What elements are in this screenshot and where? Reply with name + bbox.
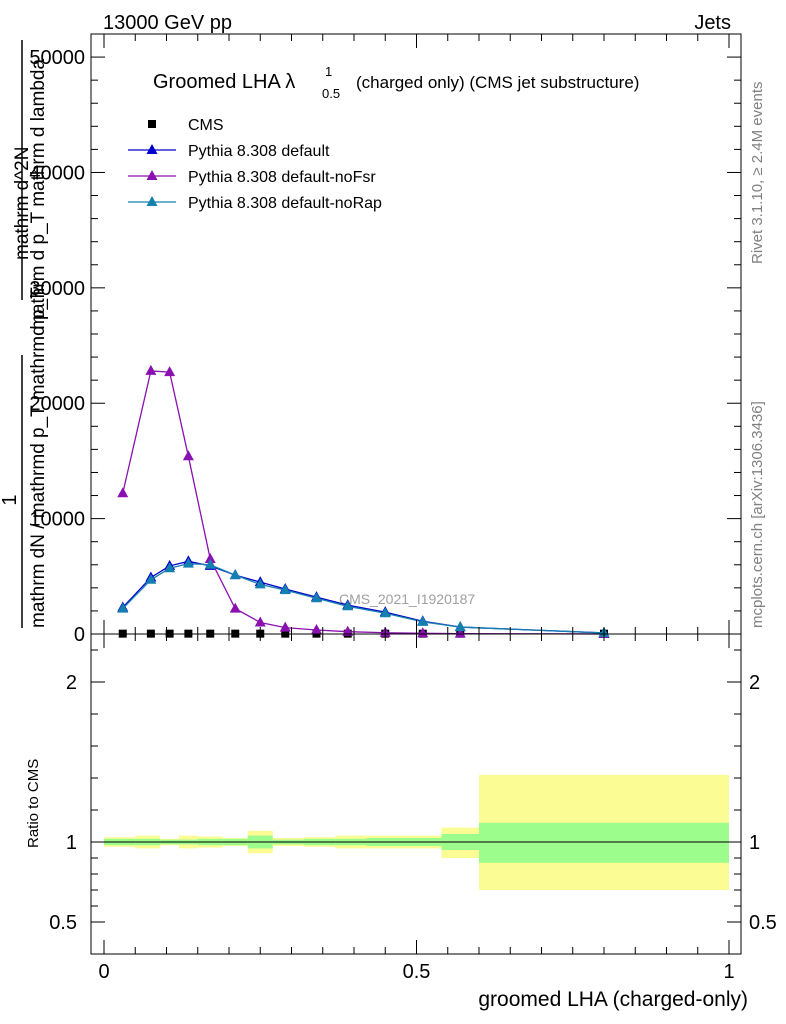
legend-label: Pythia 8.308 default-noFsr (188, 169, 376, 186)
data-point (311, 592, 322, 603)
legend-entry: Pythia 8.308 default-noRap (128, 195, 382, 212)
title-main: Groomed LHA (153, 71, 285, 93)
data-point (164, 562, 176, 573)
main-y-tick-labels: 0 10000 20000 30000 40000 50000 (29, 47, 85, 646)
data-point (342, 625, 354, 636)
data-point (254, 616, 266, 627)
title-subscript: 0.5 (322, 86, 340, 101)
data-point (311, 623, 322, 634)
data-point (454, 621, 466, 632)
header-left-label: 13000 GeV pp (103, 12, 232, 34)
ratio-y-axis-label: Ratio to CMS (25, 759, 42, 848)
x-tick-labels: 0 0.5 1 (98, 961, 734, 983)
legend-label: Pythia 8.308 default (188, 143, 330, 160)
legend-marker (148, 120, 156, 128)
series-line (122, 560, 605, 634)
x-ticks (103, 34, 730, 954)
main-ytick-label: 50000 (29, 47, 85, 69)
data-point (254, 578, 266, 589)
header-right-label: Jets (694, 12, 731, 34)
xtick-label: 0.5 (403, 961, 431, 983)
main-plot-title: Groomed LHA λ (153, 71, 295, 93)
data-point (182, 450, 194, 461)
data-point (279, 621, 291, 632)
data-point (454, 627, 466, 638)
x-axis-label: groomed LHA (charged-only) (478, 988, 748, 1011)
ylabel-denominator: mathrm dN / mathrmd p_T mathrmd p_T (28, 287, 49, 628)
legend-label: CMS (188, 117, 224, 134)
analysis-watermark: CMS_2021_I1920187 (339, 591, 475, 607)
legend: CMS Pythia 8.308 default Pythia 8.308 defa… (128, 117, 382, 212)
rivet-version-label: Rivet 3.1.10, ≥ 2.4M events (749, 82, 766, 265)
ylabel-denominator-2: mathrm d p_T mathrm d lambda (28, 59, 49, 330)
legend-entry: Pythia 8.308 default (128, 143, 330, 160)
data-point (204, 558, 216, 569)
ratio-ytick-label: 0.5 (49, 912, 77, 934)
main-ytick-label: 20000 (29, 393, 85, 415)
ratio-ytick-label: 2 (66, 672, 77, 694)
data-point (164, 366, 176, 377)
legend-marker (146, 196, 158, 206)
ylabel-numerator-one: 1 (0, 494, 21, 505)
xtick-label: 0 (98, 961, 109, 983)
data-point (342, 600, 354, 611)
ratio-uncertainty-bands (104, 774, 729, 890)
title-lambda: λ (285, 71, 295, 93)
ratio-ytick-label-right: 0.5 (749, 912, 777, 934)
data-point (417, 615, 429, 626)
mcplots-site-label: mcplots.cern.ch [arXiv:1306.3436] (749, 401, 766, 628)
xtick-label: 1 (723, 961, 734, 983)
ratio-ytick-label-right: 1 (749, 832, 760, 854)
data-point (229, 602, 241, 613)
data-point (229, 569, 241, 580)
title-rest: (charged only) (CMS jet substructure) (356, 73, 639, 92)
main-ytick-label: 0 (74, 624, 85, 646)
legend-marker (146, 170, 158, 180)
ratio-y-ticks (91, 649, 741, 923)
legend-entry: Pythia 8.308 default-noFsr (128, 169, 376, 186)
data-point (117, 602, 129, 613)
main-y-ticks (91, 33, 741, 635)
legend-entry: CMS (148, 117, 224, 134)
data-point (145, 573, 157, 584)
legend-marker (146, 144, 158, 154)
data-point (182, 557, 194, 568)
ratio-ytick-label: 1 (66, 832, 77, 854)
data-point (145, 364, 157, 375)
main-y-axis-label: 1 mathrm dN / mathrmd p_T mathrmd p_T ma… (0, 40, 49, 628)
title-superscript: 1 (325, 64, 332, 79)
data-point (417, 627, 429, 638)
ratio-band-inner (479, 822, 729, 863)
data-point (204, 553, 216, 563)
main-ytick-label: 30000 (29, 278, 85, 300)
ratio-y-tick-labels: 0.5 0.5 1 1 2 2 (49, 672, 777, 934)
data-point (117, 487, 129, 498)
data-point (279, 584, 291, 595)
ratio-ytick-label-right: 2 (749, 672, 760, 694)
legend-label: Pythia 8.308 default-noRap (188, 195, 382, 212)
data-point (379, 607, 391, 618)
main-ytick-label: 40000 (29, 162, 85, 184)
main-ytick-label: 10000 (29, 509, 85, 531)
